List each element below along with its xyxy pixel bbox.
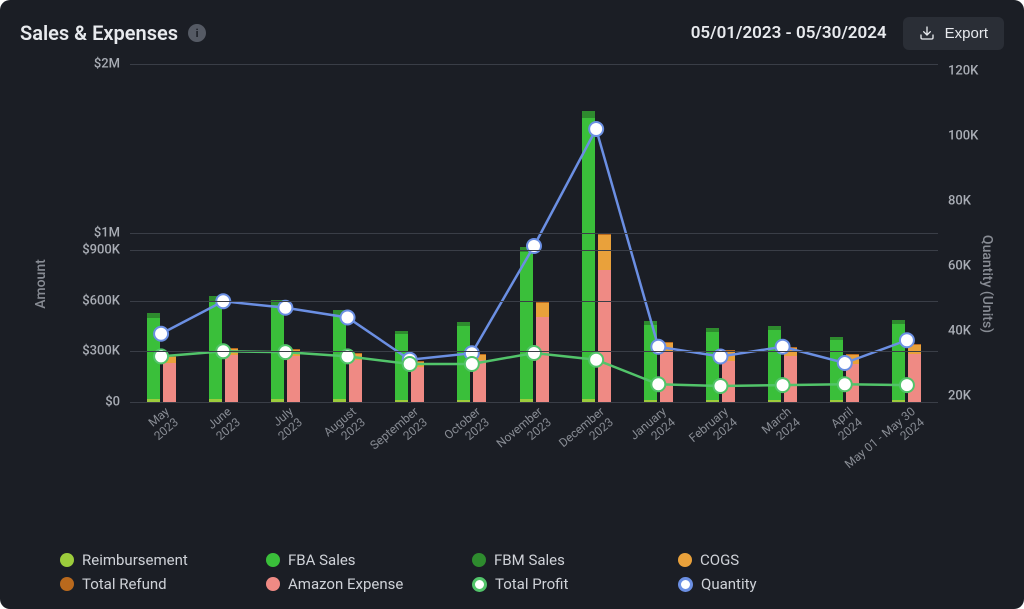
x-tick: July2023 xyxy=(267,405,305,443)
quantity-point[interactable] xyxy=(900,333,914,347)
y-tick-right: 40K xyxy=(938,323,971,338)
y-tick-left: $0 xyxy=(105,395,130,410)
legend-item-amazon_expense[interactable]: Amazon Expense xyxy=(266,575,416,593)
total-profit-point[interactable] xyxy=(838,377,852,391)
card-header: Sales & Expenses i 05/01/2023 - 05/30/20… xyxy=(20,16,1004,50)
grid-line xyxy=(130,351,938,352)
quantity-point[interactable] xyxy=(838,356,852,370)
y-tick-left: $2M xyxy=(94,57,130,72)
quantity-point[interactable] xyxy=(527,239,541,253)
date-range[interactable]: 05/01/2023 - 05/30/2024 xyxy=(691,23,887,43)
x-tick: December2023 xyxy=(557,405,617,461)
total-profit-point[interactable] xyxy=(713,379,727,393)
quantity-point[interactable] xyxy=(589,122,603,136)
legend-swatch xyxy=(472,577,487,592)
legend-swatch xyxy=(678,577,693,592)
total-profit-point[interactable] xyxy=(465,357,479,371)
legend-label: Total Refund xyxy=(82,575,167,593)
legend-label: FBA Sales xyxy=(288,551,356,569)
info-icon[interactable]: i xyxy=(188,24,206,42)
x-tick: November2023 xyxy=(494,405,554,462)
legend-label: Quantity xyxy=(701,575,757,593)
card-title: Sales & Expenses xyxy=(20,21,178,45)
y-tick-left: $900K xyxy=(82,242,130,257)
x-tick: January2024 xyxy=(628,405,679,454)
y-tick-left: $1M xyxy=(94,226,130,241)
y-tick-right: 120K xyxy=(938,63,978,78)
grid-line xyxy=(130,64,938,65)
x-tick: February2024 xyxy=(687,405,740,456)
quantity-point[interactable] xyxy=(341,311,355,325)
legend-label: Reimbursement xyxy=(82,551,188,569)
legend-swatch xyxy=(472,553,486,567)
download-icon xyxy=(919,25,935,41)
x-tick: August2023 xyxy=(321,405,368,450)
y-tick-left: $600K xyxy=(82,293,130,308)
y-tick-right: 100K xyxy=(938,128,978,143)
legend-item-cogs[interactable]: COGS xyxy=(678,551,828,569)
x-tick: April2024 xyxy=(827,405,865,443)
quantity-point[interactable] xyxy=(154,327,168,341)
grid-line xyxy=(130,402,938,403)
y-axis-left-label: Amount xyxy=(33,259,49,309)
x-tick: October2023 xyxy=(442,405,492,453)
legend-label: FBM Sales xyxy=(494,551,565,569)
y-axis-right-label: Quantity (Units) xyxy=(979,235,995,333)
chart-zone: Amount Quantity (Units) $0$300K$600K$900… xyxy=(20,64,1004,504)
y-tick-right: 80K xyxy=(938,193,971,208)
legend-swatch xyxy=(678,553,692,567)
total-profit-point[interactable] xyxy=(589,353,603,367)
header-right: 05/01/2023 - 05/30/2024 Export xyxy=(691,17,1004,50)
total-profit-point[interactable] xyxy=(651,377,665,391)
legend-item-quantity[interactable]: Quantity xyxy=(678,575,828,593)
legend-item-reimbursement[interactable]: Reimbursement xyxy=(60,551,210,569)
x-tick: March2024 xyxy=(759,405,803,448)
total-profit-point[interactable] xyxy=(527,346,541,360)
total-profit-point[interactable] xyxy=(776,378,790,392)
total-profit-point[interactable] xyxy=(403,357,417,371)
grid-line xyxy=(130,250,938,251)
x-tick: June2023 xyxy=(205,405,243,443)
grid-line xyxy=(130,301,938,302)
legend-label: Total Profit xyxy=(495,575,568,593)
quantity-point[interactable] xyxy=(278,301,292,315)
legend: Reimbursement FBA Sales FBM Sales COGS Total… xyxy=(60,551,984,593)
y-tick-left: $300K xyxy=(82,344,130,359)
grid-line xyxy=(130,233,938,234)
plot-area: $0$300K$600K$900K$1M$2M20K40K60K80K100K1… xyxy=(130,64,938,402)
legend-item-total_refund[interactable]: Total Refund xyxy=(60,575,210,593)
export-button[interactable]: Export xyxy=(903,17,1004,50)
y-tick-right: 20K xyxy=(938,388,971,403)
x-tick: September2023 xyxy=(368,405,430,464)
legend-item-fba_sales[interactable]: FBA Sales xyxy=(266,551,416,569)
legend-swatch xyxy=(60,553,74,567)
legend-item-total_profit[interactable]: Total Profit xyxy=(472,575,622,593)
export-label: Export xyxy=(945,25,988,42)
x-tick: May2023 xyxy=(143,405,181,443)
sales-expenses-card: Sales & Expenses i 05/01/2023 - 05/30/20… xyxy=(0,0,1024,609)
legend-label: COGS xyxy=(700,551,739,569)
y-tick-right: 60K xyxy=(938,258,971,273)
total-profit-point[interactable] xyxy=(900,378,914,392)
legend-item-fbm_sales[interactable]: FBM Sales xyxy=(472,551,622,569)
legend-swatch xyxy=(60,577,74,591)
title-wrap: Sales & Expenses i xyxy=(20,21,206,45)
legend-swatch xyxy=(266,577,280,591)
legend-label: Amazon Expense xyxy=(288,575,403,593)
legend-swatch xyxy=(266,553,280,567)
